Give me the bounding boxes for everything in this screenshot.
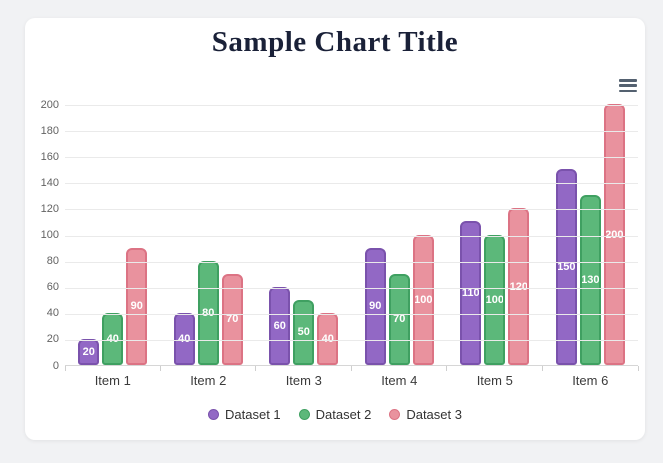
y-axis-tick-label: 140 [40, 176, 59, 189]
bar-group: 110 100 120 [447, 105, 543, 365]
gridline [65, 313, 638, 315]
hamburger-line [619, 89, 637, 92]
legend-label: Dataset 2 [315, 407, 372, 422]
hamburger-line [619, 84, 637, 87]
bar-value-label: 70 [226, 313, 239, 326]
y-axis-tick-label: 80 [46, 255, 59, 268]
bar[interactable]: 110 [460, 221, 482, 365]
bar[interactable]: 90 [364, 247, 386, 365]
bar-value-label: 50 [297, 326, 310, 339]
gridline [65, 287, 638, 289]
bar-value-label: 130 [581, 274, 600, 287]
legend-label: Dataset 3 [406, 407, 462, 422]
x-axis-tick [351, 366, 352, 371]
hamburger-menu-icon[interactable] [619, 79, 637, 92]
hamburger-line [619, 79, 637, 82]
bar-value-label: 200 [605, 228, 624, 241]
bar-value-label: 100 [485, 293, 504, 306]
gridline [65, 157, 638, 159]
x-axis-tick [64, 366, 66, 371]
bar-group: 40 80 70 [161, 105, 257, 365]
x-axis-category-label: Item 4 [381, 373, 418, 388]
y-axis-tick-label: 200 [40, 98, 59, 111]
bar[interactable]: 150 [555, 169, 577, 365]
bar-value-label: 100 [414, 293, 433, 306]
plot-area: 20 40 90 40 80 70 60 50 40 90 70 100 110 100 120 150 130… [64, 104, 639, 371]
bar-value-label: 20 [82, 345, 95, 358]
legend-item[interactable]: Dataset 3 [389, 407, 462, 422]
bar-value-label: 40 [107, 333, 119, 345]
bar[interactable]: 50 [293, 299, 315, 365]
bar-value-label: 90 [130, 300, 143, 313]
bar[interactable]: 70 [221, 273, 243, 365]
gridline [65, 209, 638, 211]
chart-title: Sample Chart Title [211, 26, 459, 58]
y-axis-tick-label: 160 [40, 150, 59, 163]
x-axis-category-label: Item 5 [476, 373, 513, 388]
bar[interactable]: 130 [579, 195, 601, 365]
bar-value-label: 110 [461, 287, 480, 300]
legend-swatch-icon [298, 409, 310, 420]
bar[interactable]: 200 [603, 104, 625, 365]
bar[interactable]: 40 [317, 312, 339, 365]
y-axis-tick-label: 120 [40, 202, 59, 215]
y-axis-tick-label: 100 [40, 229, 59, 241]
x-axis-category-label: Item 1 [94, 373, 131, 388]
bar-value-label: 120 [510, 281, 527, 293]
gridline [65, 235, 638, 237]
x-axis: Item 1 Item 2 Item 3 Item 4 Item 5 Item 6 [65, 373, 638, 388]
bar-value-label: 60 [273, 319, 286, 332]
legend-item[interactable]: Dataset 2 [298, 407, 372, 422]
bar-value-label: 80 [202, 306, 215, 319]
bar[interactable]: 40 [173, 312, 195, 365]
bar-value-label: 150 [557, 261, 576, 274]
legend-swatch-icon [389, 409, 401, 420]
bar[interactable]: 90 [126, 247, 148, 365]
legend-label: Dataset 1 [225, 407, 281, 422]
bar-value-label: 70 [393, 313, 406, 326]
gridline [65, 105, 638, 106]
legend-swatch-icon [208, 409, 220, 420]
bar[interactable]: 20 [78, 338, 100, 365]
y-axis-tick-label: 40 [46, 307, 59, 320]
bar-group: 90 70 100 [352, 105, 448, 365]
gridline [65, 131, 638, 133]
x-axis-tick [637, 366, 639, 371]
bar-group: 150 130 200 [543, 104, 639, 365]
bar-group: 20 40 90 [65, 105, 161, 365]
bar[interactable]: 60 [269, 286, 291, 365]
bar-value-label: 90 [369, 300, 382, 313]
x-axis-tick [446, 366, 448, 371]
x-axis-tick [159, 366, 161, 371]
bar[interactable]: 70 [388, 273, 410, 365]
x-axis-category-label: Item 6 [572, 373, 609, 388]
bar-groups: 20 40 90 40 80 70 60 50 40 90 70 100 110 100 120 150 130… [65, 104, 639, 365]
chart-legend: Dataset 1 Dataset 2 Dataset 3 [25, 407, 645, 422]
bar[interactable]: 100 [412, 234, 434, 365]
legend-item[interactable]: Dataset 1 [208, 407, 281, 422]
bar[interactable]: 100 [484, 234, 506, 365]
y-axis-tick-label: 60 [46, 281, 59, 294]
x-axis-tick [542, 366, 543, 371]
gridline [65, 183, 638, 185]
y-axis: 0 20 40 60 80 100 120 140 160 180 200 [25, 99, 59, 372]
gridline [65, 339, 638, 341]
x-axis-category-label: Item 3 [285, 373, 322, 388]
y-axis-tick-label: 20 [46, 333, 59, 346]
y-axis-tick-label: 180 [40, 124, 59, 137]
bar-group: 60 50 40 [256, 105, 352, 365]
y-axis-tick-label: 0 [52, 359, 59, 372]
bar-value-label: 40 [322, 333, 334, 345]
bar[interactable]: 80 [197, 260, 219, 365]
x-axis-tick [255, 366, 257, 371]
x-axis-category-label: Item 2 [190, 373, 227, 388]
bar[interactable]: 120 [508, 208, 530, 365]
gridline [65, 261, 638, 263]
bar-value-label: 40 [178, 333, 190, 345]
chart-card: Sample Chart Title 0 20 40 60 80 100 120 140 160… [25, 18, 645, 440]
